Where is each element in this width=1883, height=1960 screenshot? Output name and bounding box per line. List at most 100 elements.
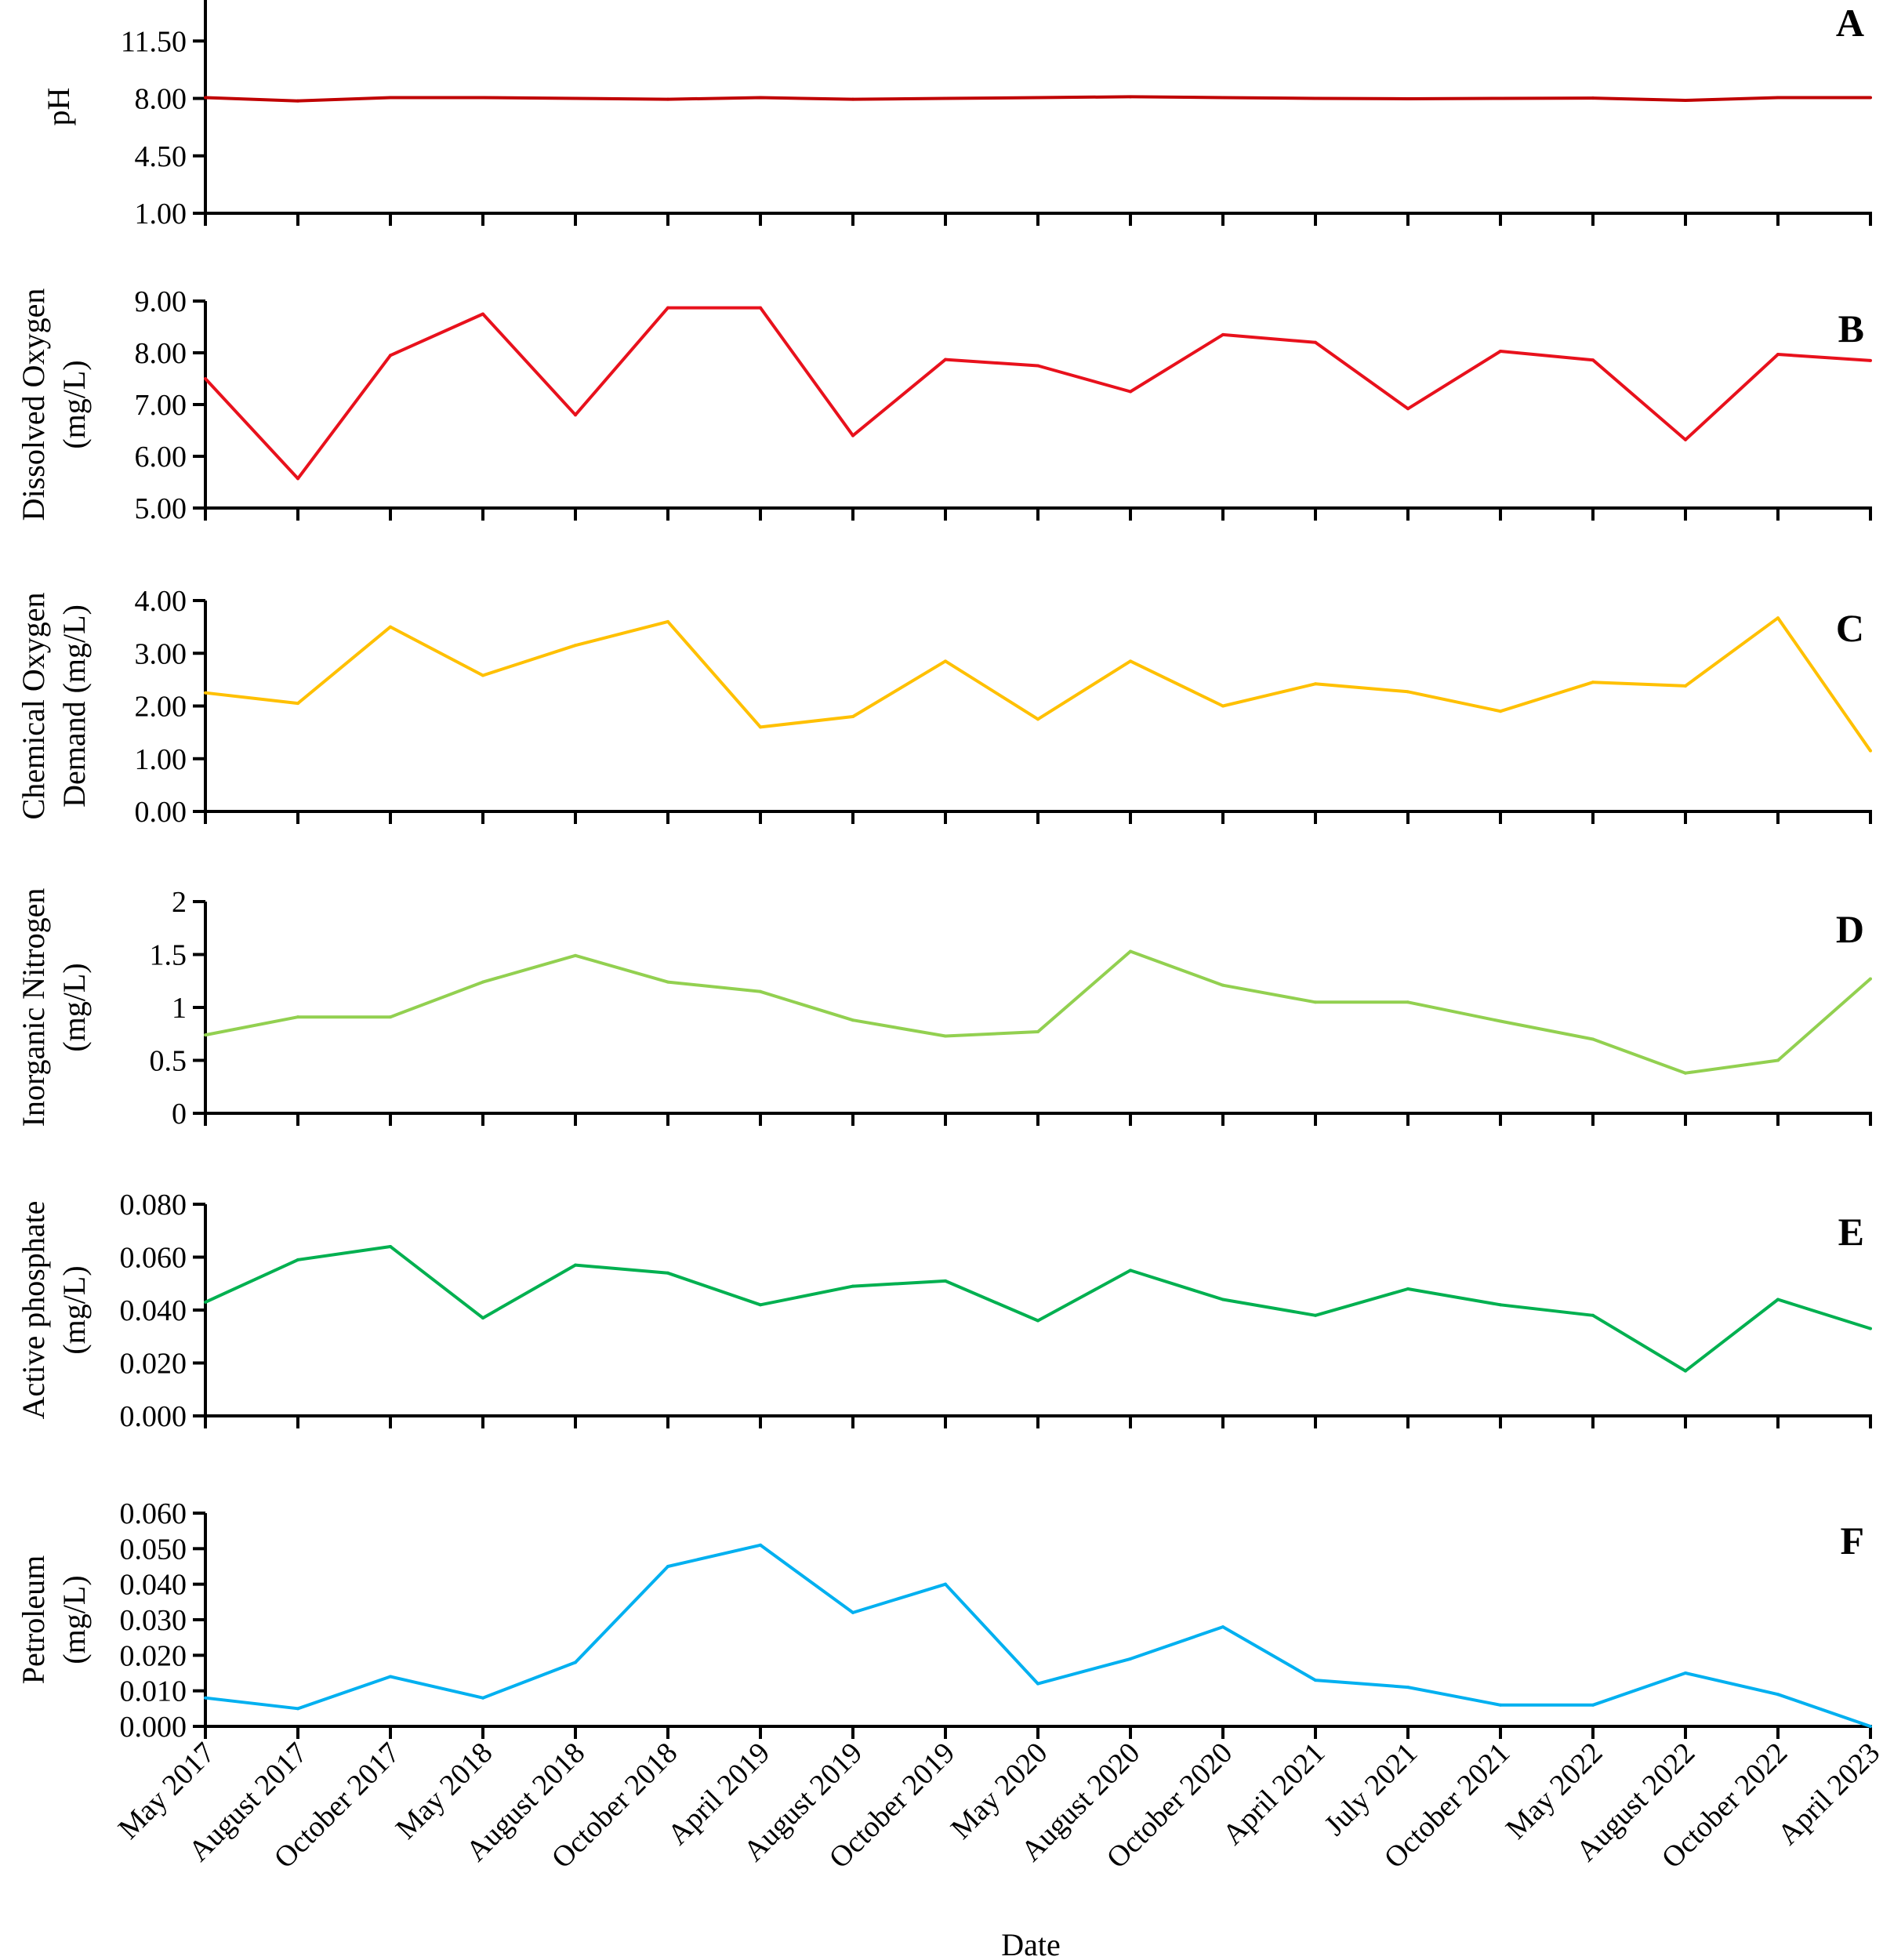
data-point [1406,1000,1410,1004]
y-axis-label: (mg/L) [56,963,92,1051]
data-point [481,1696,484,1700]
data-point [1591,1703,1595,1707]
data-point [666,619,669,623]
data-point [296,99,299,103]
data-point [851,1284,854,1288]
y-tick-label: 6.00 [135,441,187,474]
data-point [944,1582,947,1586]
data-point [389,354,392,358]
data-point [1776,616,1780,620]
data-point [759,1543,762,1547]
x-tick-label: April 2021 [1216,1737,1331,1852]
data-point [204,96,207,100]
data-point [574,644,577,648]
y-tick-label: 0.060 [120,1242,187,1275]
data-point [204,1696,207,1700]
data-point [574,96,577,100]
y-axis-label: (mg/L) [56,1575,92,1664]
data-point [1776,1058,1780,1062]
data-point [574,953,577,957]
data-point [1776,1693,1780,1697]
data-point [574,413,577,417]
panel-e: 0.000 0.020 0.040 0.060 0.080 Active phosphat… [16,1189,1872,1433]
data-point [389,1015,392,1019]
data-point [851,1018,854,1022]
chart-panels: 1.004.508.0011.50pHA5.006.007.008.009.00… [16,0,1872,1744]
data-point [944,659,947,663]
data-point [1591,1037,1595,1041]
panel-a: 1.00 4.50 8.00 11.50 pH A [41,0,1872,230]
data-point [1869,358,1872,362]
data-point [1129,390,1132,394]
data-point [1314,1679,1317,1682]
data-point [1869,749,1872,753]
data-point [1036,1030,1039,1034]
data-point [1684,1071,1687,1075]
data-point [759,306,762,310]
data-point [204,377,207,380]
y-tick-label: 0.040 [120,1294,187,1327]
data-point [574,1263,577,1267]
y-tick-label: 0.000 [120,1400,187,1433]
panel-letter: E [1838,1210,1864,1254]
y-tick-label: 1.5 [150,939,187,972]
data-point [1221,1625,1224,1629]
data-point [1221,332,1224,336]
panel-d: 0 0.5 1 1.5 2 Inorganic Nitrogen (mg/L) D [16,886,1872,1131]
data-point [1314,340,1317,344]
y-tick-label: 2 [172,886,187,919]
data-point [574,1661,577,1664]
data-point [204,691,207,695]
data-point [204,1300,207,1304]
y-tick-label: 1.00 [135,743,187,776]
data-point [481,1316,484,1320]
y-tick-label: 0.080 [120,1189,187,1221]
data-point [1406,96,1410,100]
y-axis-label: Chemical Oxygen [16,593,51,820]
data-point [1314,96,1317,100]
y-axis-label: Petroleum [16,1555,51,1684]
panel-letter: D [1836,907,1864,951]
data-point [666,306,669,310]
data-point [1591,358,1595,362]
data-point [481,96,484,100]
data-point [851,714,854,718]
y-axis-label: Inorganic Nitrogen [16,888,51,1127]
y-tick-label: 0.050 [120,1533,187,1566]
data-point [1776,352,1780,356]
y-tick-label: 0 [172,1098,187,1131]
data-point [1129,659,1132,663]
data-point [1869,1725,1872,1728]
data-point [204,1033,207,1037]
data-point [1499,350,1502,354]
data-point [1776,1298,1780,1301]
data-point [389,96,392,100]
data-point [666,980,669,984]
data-point [1499,96,1502,100]
data-point [759,1303,762,1307]
data-point [944,358,947,361]
y-axis-label: Dissolved Oxygen [16,289,51,521]
y-tick-label: 2.00 [135,691,187,724]
y-tick-label: 7.00 [135,389,187,422]
data-point [1314,1313,1317,1317]
data-point [296,702,299,706]
data-point [1406,407,1410,411]
data-point [944,1034,947,1038]
data-point [389,1245,392,1248]
x-axis-title: Date [1001,1927,1061,1960]
data-point [666,1565,669,1568]
y-tick-label: 0.030 [120,1604,187,1637]
data-point [1591,96,1595,100]
y-axis-label: (mg/L) [56,360,92,448]
data-point [481,673,484,677]
y-tick-label: 1.00 [135,198,187,230]
data-point [1499,1703,1502,1707]
data-point [1036,364,1039,368]
y-tick-label: 0.020 [120,1348,187,1381]
data-point [389,1675,392,1679]
data-point [1129,95,1132,99]
data-point [296,1258,299,1261]
data-point [944,96,947,100]
